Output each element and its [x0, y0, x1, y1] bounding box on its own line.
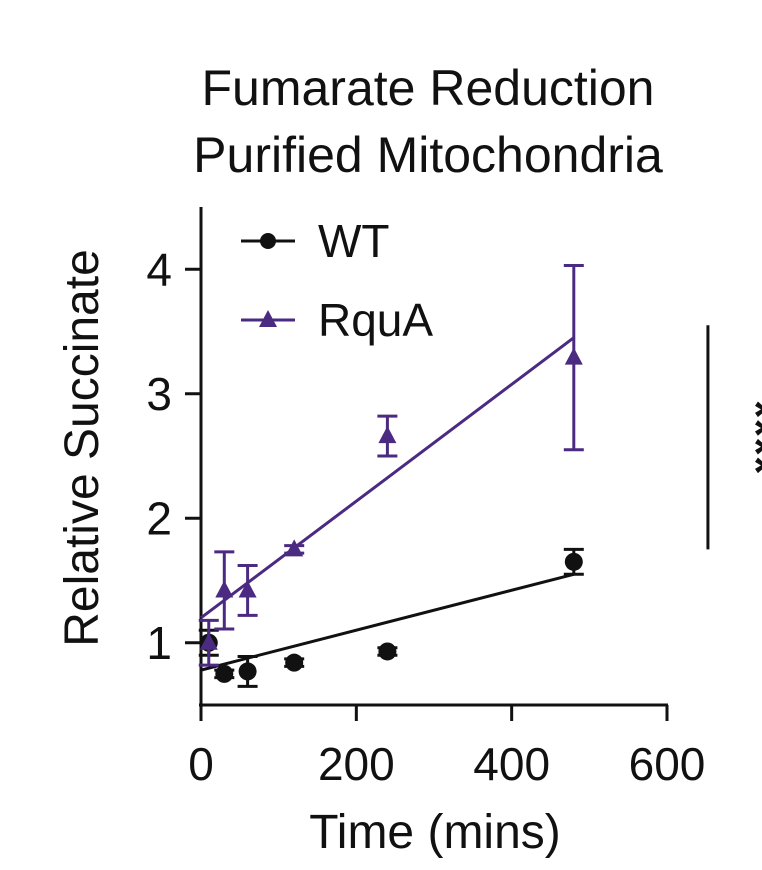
y-tick-label: 1 — [146, 617, 172, 669]
y-tick-label: 2 — [146, 492, 172, 544]
y-tick-label: 4 — [146, 243, 172, 295]
data-point — [285, 653, 304, 672]
y-tick-label: 3 — [146, 368, 172, 420]
data-point — [238, 662, 257, 681]
legend: WT RquA — [241, 215, 433, 346]
series-wt — [198, 547, 584, 688]
data-point — [564, 552, 583, 571]
fit-line-wt — [200, 572, 575, 672]
x-tick-label: 200 — [318, 738, 395, 790]
data-point — [215, 664, 234, 683]
data-point — [199, 632, 218, 650]
legend-wt-label: WT — [318, 215, 390, 267]
significance-label: **** — [729, 400, 762, 475]
y-axis-label: Relative Succinate — [56, 249, 109, 647]
legend-rqua-label: RquA — [318, 294, 433, 346]
legend-rqua-marker — [259, 310, 277, 327]
y-ticks: 1 2 3 4 — [146, 243, 201, 669]
fit-line-rqua — [200, 336, 575, 620]
data-point — [285, 539, 304, 557]
data-point — [378, 426, 397, 444]
chart-title-line-1: Fumarate Reduction — [201, 60, 654, 116]
chart-title-line-2: Purified Mitochondria — [193, 127, 663, 183]
x-tick-label: 0 — [188, 738, 214, 790]
data-point — [238, 580, 257, 598]
series-group — [198, 264, 584, 688]
x-tick-label: 400 — [473, 738, 550, 790]
data-point — [378, 642, 397, 661]
x-tick-label: 600 — [629, 738, 706, 790]
x-ticks: 0 200 400 600 — [188, 705, 705, 790]
data-point — [215, 580, 234, 598]
legend-wt-marker — [260, 233, 276, 249]
x-axis-label: Time (mins) — [309, 806, 561, 859]
series-rqua — [198, 264, 584, 667]
data-point — [564, 347, 583, 365]
